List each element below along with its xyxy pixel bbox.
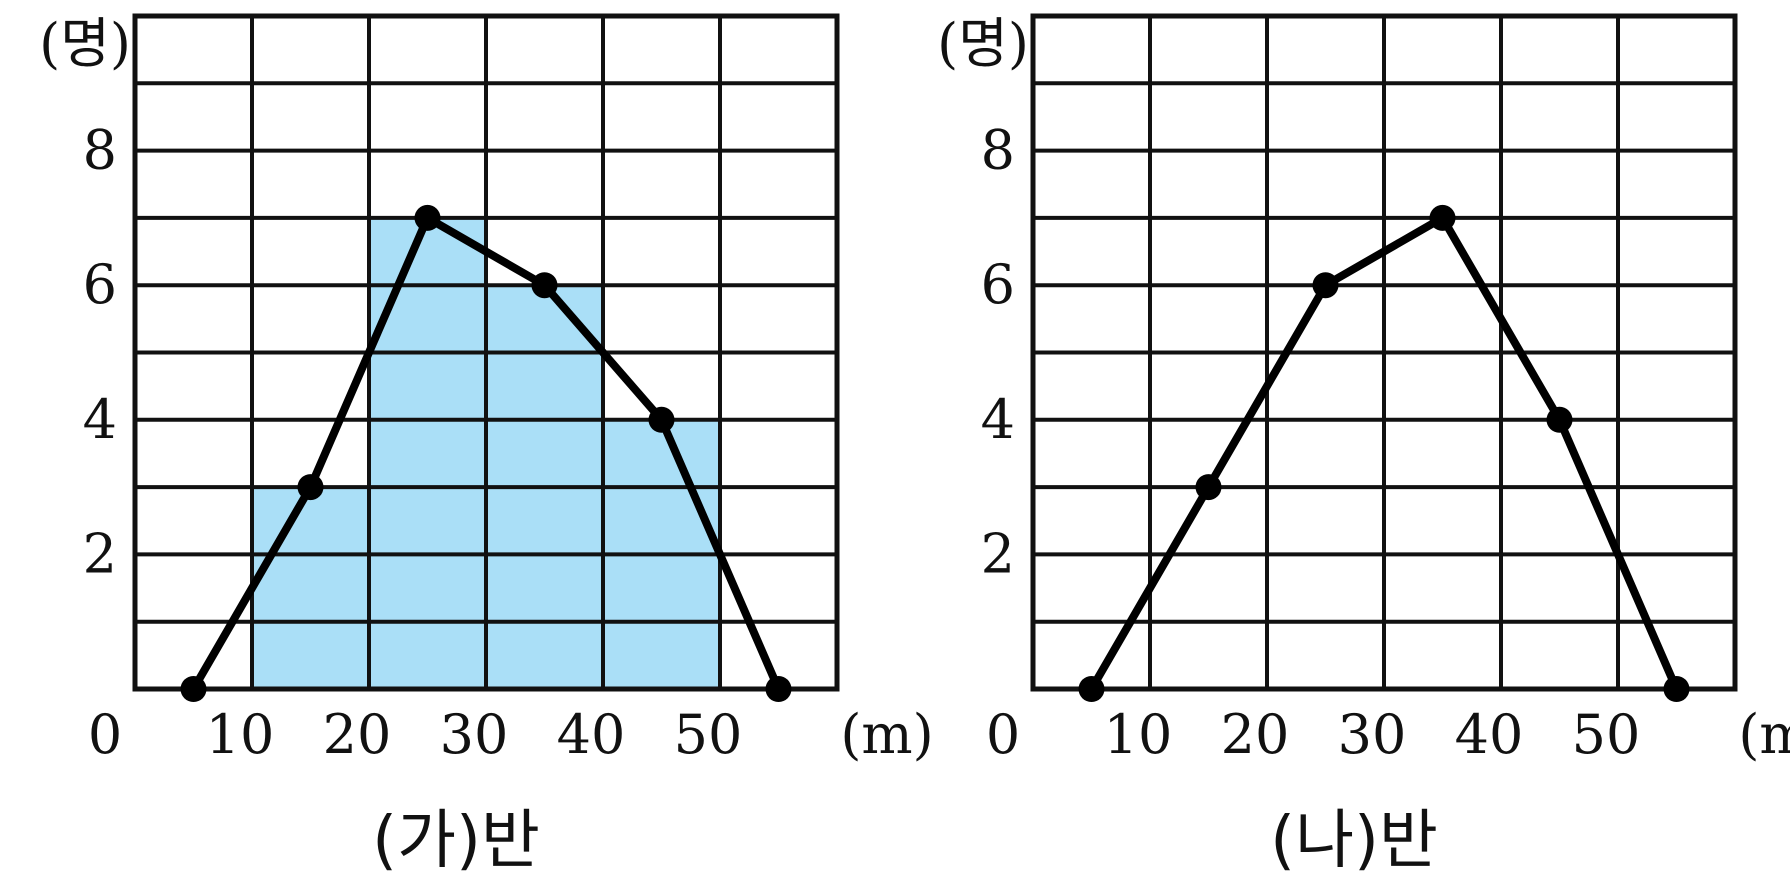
x-axis-unit-label: (m)	[1738, 703, 1790, 766]
y-tick-label: 6	[83, 253, 117, 316]
polygon-point	[1663, 676, 1690, 702]
y-tick-label: 6	[981, 253, 1015, 316]
polygon-point	[531, 272, 558, 299]
polygon-point	[1429, 204, 1456, 231]
x-tick-label: 0	[986, 703, 1020, 766]
x-tick-label: 40	[557, 703, 626, 766]
x-tick-label: 20	[1221, 703, 1290, 766]
y-tick-label: 8	[83, 119, 117, 182]
x-tick-label: 40	[1455, 703, 1524, 766]
x-tick-label: 20	[323, 703, 392, 766]
polygon-point	[297, 474, 324, 501]
y-tick-label: 2	[981, 522, 1015, 585]
y-axis-unit-label: (명)	[39, 12, 131, 75]
chart-caption: (나)반	[1270, 804, 1438, 878]
x-tick-label: 10	[206, 703, 275, 766]
chart-panel-1: 2 4 6 8 0 10 20 30 40 50 (명) (m) (가)반	[39, 12, 934, 878]
x-tick-label: 30	[1338, 703, 1407, 766]
polygon-point	[1312, 272, 1339, 299]
y-tick-label: 8	[981, 119, 1015, 182]
polygon-point	[648, 406, 675, 433]
polygon-point	[180, 676, 207, 702]
polygon-point	[1195, 474, 1222, 501]
y-tick-label: 4	[83, 388, 117, 451]
x-tick-label: 50	[674, 703, 743, 766]
x-tick-label: 30	[440, 703, 509, 766]
x-tick-label: 0	[88, 703, 122, 766]
chart-panel-2: 2 4 6 8 0 10 20 30 40 50 (명) (m) (나)반	[937, 12, 1790, 878]
y-tick-label: 2	[83, 522, 117, 585]
polygon-point	[414, 204, 441, 231]
x-axis-unit-label: (m)	[840, 703, 933, 766]
chart-caption: (가)반	[372, 804, 540, 878]
y-axis-unit-label: (명)	[937, 12, 1029, 75]
polygon-point	[1546, 406, 1573, 433]
y-tick-label: 4	[981, 388, 1015, 451]
plot-frame	[1030, 13, 1738, 692]
x-tick-label: 10	[1104, 703, 1173, 766]
frequency-polygon-line	[1088, 213, 1681, 692]
frequency-polygon-line	[190, 213, 783, 692]
histogram-bar	[252, 487, 369, 689]
histogram-bar	[369, 217, 486, 689]
x-tick-label: 50	[1572, 703, 1641, 766]
polygon-point	[765, 676, 792, 702]
polygon-point	[1078, 676, 1105, 702]
plot-frame	[132, 13, 840, 692]
